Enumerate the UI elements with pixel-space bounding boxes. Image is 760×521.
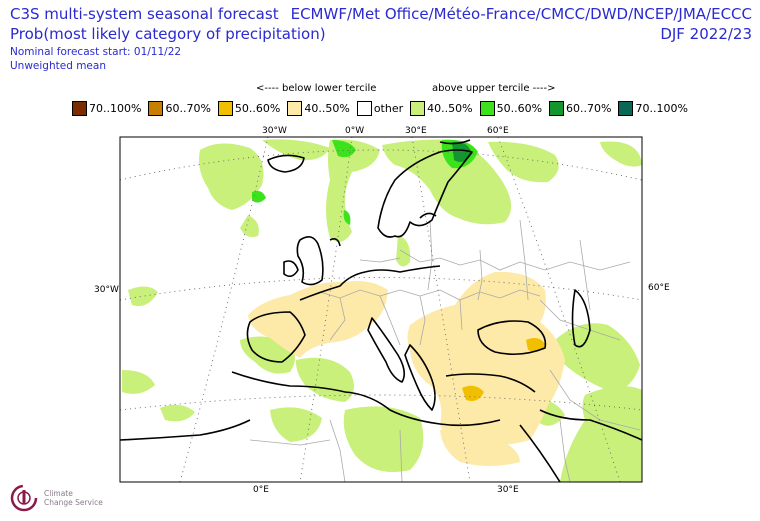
legend-label: 70..100%: [89, 102, 142, 115]
graticule: [120, 137, 642, 482]
logo-line2: Change Service: [44, 498, 103, 507]
title-line2: Prob(most likely category of precipitati…: [10, 25, 326, 43]
lon-label-top: 30°E: [405, 126, 427, 136]
legend-item: 40..50%: [287, 101, 350, 116]
legend-item: other: [356, 101, 404, 116]
legend-swatch: [356, 101, 372, 116]
header-right: ECMWF/Met Office/Météo-France/CMCC/DWD/N…: [291, 4, 752, 44]
below-tercile-label: <---- below lower tercile: [256, 83, 377, 94]
legend-label: 40..50%: [427, 102, 473, 115]
lon-label-top: 0°W: [345, 126, 365, 136]
below-50-60-regions: [462, 338, 546, 401]
c3s-logo-icon: [10, 484, 38, 512]
legend-item: 50..60%: [479, 101, 543, 116]
above-60-70-regions: [452, 141, 472, 162]
legend-swatch: [549, 101, 565, 116]
lat-label-left: 30°W: [94, 285, 119, 295]
lon-label-bottom: 30°E: [497, 485, 519, 495]
above-40-50-regions: [122, 139, 642, 482]
centres-list: ECMWF/Met Office/Météo-France/CMCC/DWD/N…: [290, 5, 752, 23]
above-tercile-label: above upper tercile ---->: [432, 83, 556, 94]
legend-label: other: [373, 102, 404, 115]
title-line1: C3S multi-system seasonal forecast: [10, 5, 279, 23]
map-frame: [119, 136, 643, 483]
legend-item: 70..100%: [618, 101, 688, 116]
map-content: [120, 137, 642, 482]
legend-label: 60..70%: [165, 102, 211, 115]
legend-label: 50..60%: [496, 102, 543, 115]
country-borders: [249, 219, 641, 482]
logo-text: Climate Change Service: [44, 489, 103, 507]
legend-swatch: [148, 101, 164, 116]
season-label: DJF 2022/23: [660, 25, 752, 43]
legend-label: 60..70%: [566, 102, 612, 115]
legend-item: 60..70%: [148, 101, 211, 116]
coastlines: [120, 139, 642, 482]
legend-swatch: [287, 101, 303, 116]
legend-item: 50..60%: [217, 101, 281, 116]
weighting: Unweighted mean: [10, 60, 106, 72]
legend-swatch: [217, 101, 233, 116]
legend-swatch: [479, 101, 495, 116]
header-left: C3S multi-system seasonal forecast Prob(…: [10, 4, 326, 73]
legend-item: 70..100%: [72, 101, 141, 116]
legend-item: 40..50%: [410, 101, 473, 116]
legend-swatch: [72, 101, 87, 116]
forecast-start: Nominal forecast start: 01/11/22: [10, 46, 182, 58]
logo-line1: Climate: [44, 489, 73, 498]
legend-swatch: [410, 101, 426, 116]
legend: 70..100% 60..70% 50..60% 40..50% other 4…: [72, 101, 695, 116]
legend-swatch: [618, 101, 634, 116]
legend-label: 40..50%: [304, 102, 350, 115]
lon-label-top: 60°E: [487, 126, 509, 136]
below-40-50-regions: [248, 271, 565, 466]
legend-label: 70..100%: [635, 102, 688, 115]
lon-label-bottom: 0°E: [253, 485, 269, 495]
lat-label-right: 60°E: [648, 283, 670, 293]
legend-label: 50..60%: [234, 102, 281, 115]
lon-label-top: 30°W: [262, 126, 287, 136]
legend-item: 60..70%: [549, 101, 611, 116]
